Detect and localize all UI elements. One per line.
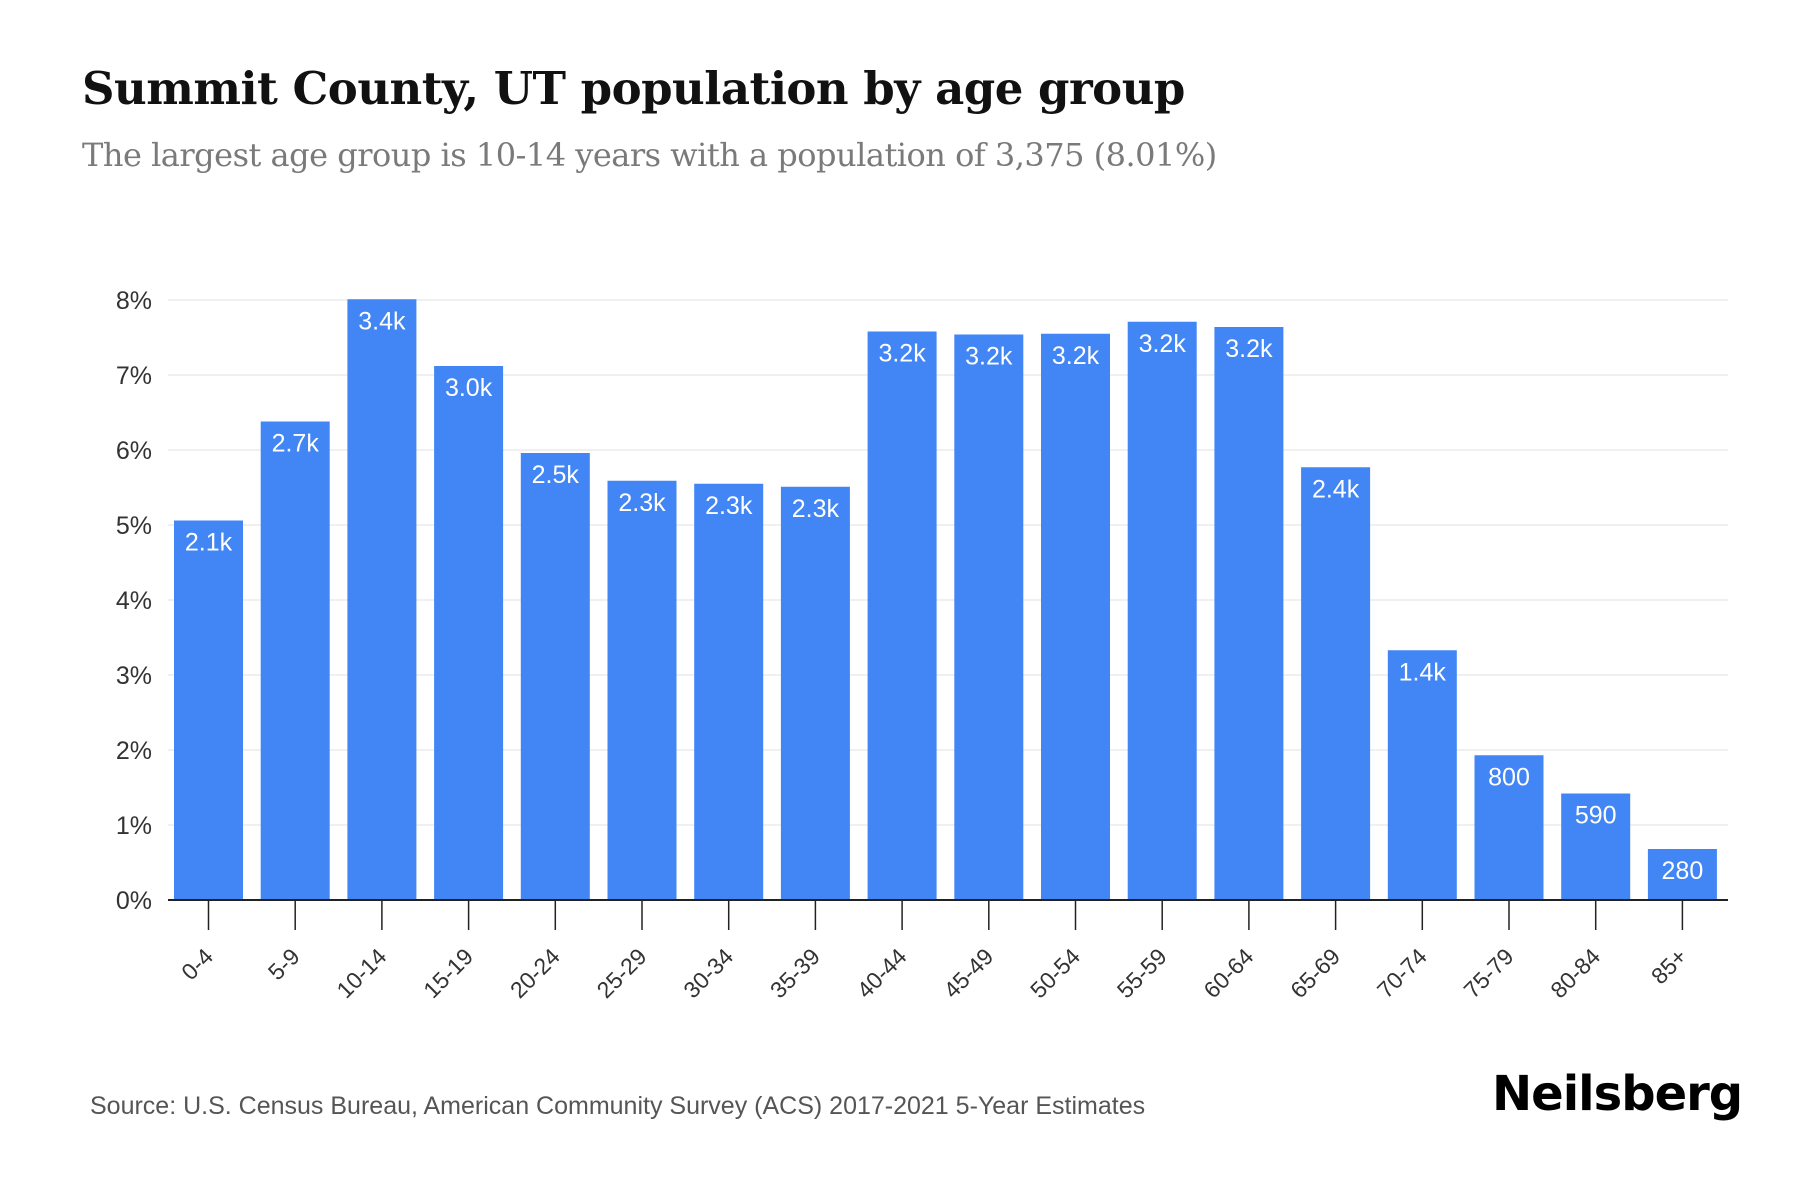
x-tick-label: 45-49 — [938, 943, 998, 1003]
bar — [694, 483, 764, 900]
gridlines — [168, 299, 1728, 826]
bar — [1041, 333, 1110, 900]
chart-title: Summit County, UT population by age grou… — [82, 62, 1185, 115]
bar — [1214, 327, 1284, 900]
x-tick-label: 80-84 — [1545, 943, 1605, 1003]
x-axis-ticks: 0-4 5-9 10-14 15-19 20-24 25-29 30-34 35-39 40-4… — [176, 900, 1692, 1003]
data-label: 3.2k — [965, 343, 1013, 371]
x-tick-label: 35-39 — [765, 943, 825, 1003]
x-tick-label: 75-79 — [1459, 943, 1519, 1003]
bar — [1127, 321, 1197, 900]
x-tick-label: 40-44 — [852, 943, 912, 1003]
data-label: 2.3k — [618, 489, 666, 517]
chart-subtitle: The largest age group is 10-14 years wit… — [82, 136, 1217, 174]
x-tick-label: 70-74 — [1372, 943, 1432, 1003]
bar — [347, 299, 417, 900]
y-tick-label: 6% — [116, 437, 152, 465]
bar — [174, 520, 243, 900]
y-tick-label: 4% — [116, 587, 152, 615]
x-tick-label: 25-29 — [592, 943, 652, 1003]
bar — [1387, 650, 1457, 900]
bar — [434, 366, 504, 900]
x-tick-label: 5-9 — [263, 943, 305, 985]
data-label: 3.2k — [878, 340, 926, 368]
y-tick-label: 2% — [116, 737, 152, 765]
x-tick-label: 85+ — [1646, 943, 1692, 989]
bar — [260, 421, 330, 900]
y-tick-label: 1% — [116, 812, 152, 840]
data-label: 3.2k — [1225, 335, 1273, 363]
x-tick-label: 55-59 — [1112, 943, 1172, 1003]
bar — [1561, 793, 1631, 900]
y-tick-label: 7% — [116, 362, 152, 390]
x-tick-label: 0-4 — [176, 943, 218, 985]
bar — [1647, 849, 1717, 900]
y-tick-label: 5% — [116, 512, 152, 540]
data-label: 2.1k — [185, 529, 233, 557]
brand-logo: Neilsberg — [1492, 1066, 1743, 1122]
data-label: 2.3k — [792, 495, 840, 523]
data-label: 1.4k — [1399, 658, 1447, 686]
bar — [1474, 755, 1544, 900]
bar — [520, 453, 590, 900]
y-tick-label: 3% — [116, 662, 152, 690]
data-label: 2.5k — [532, 461, 580, 489]
source-note: Source: U.S. Census Bureau, American Com… — [90, 1092, 1146, 1120]
x-tick-label: 60-64 — [1198, 943, 1258, 1003]
data-label: 3.2k — [1052, 342, 1100, 370]
x-tick-label: 65-69 — [1285, 943, 1345, 1003]
bar — [954, 334, 1024, 900]
data-label: 3.4k — [358, 307, 406, 335]
data-labels: 2.1k 2.7k 3.4k 3.0k 2.5k 2.3k 2.3k 2.3k 3.2k 3.2k… — [185, 307, 1703, 885]
y-tick-label: 8% — [116, 287, 152, 315]
x-tick-label: 30-34 — [678, 943, 738, 1003]
y-axis-ticks: 0% 1% 2% 3% 4% 5% 6% 7% 8% — [116, 287, 152, 915]
x-tick-label: 15-19 — [418, 943, 478, 1003]
data-label: 800 — [1488, 763, 1530, 791]
y-tick-label: 0% — [116, 887, 152, 915]
data-label: 280 — [1662, 857, 1704, 885]
bar — [607, 480, 677, 900]
bar — [867, 331, 937, 900]
x-tick-label: 20-24 — [505, 943, 565, 1003]
data-label: 3.0k — [445, 374, 493, 402]
bar — [1301, 467, 1371, 900]
data-label: 3.2k — [1139, 330, 1187, 358]
data-label: 590 — [1575, 802, 1617, 830]
bars — [174, 299, 1717, 900]
x-tick-label: 50-54 — [1025, 943, 1085, 1003]
x-tick-label: 10-14 — [331, 943, 391, 1003]
bar — [780, 486, 850, 900]
data-label: 2.4k — [1312, 475, 1360, 503]
data-label: 2.7k — [272, 430, 320, 458]
data-label: 2.3k — [705, 492, 753, 520]
